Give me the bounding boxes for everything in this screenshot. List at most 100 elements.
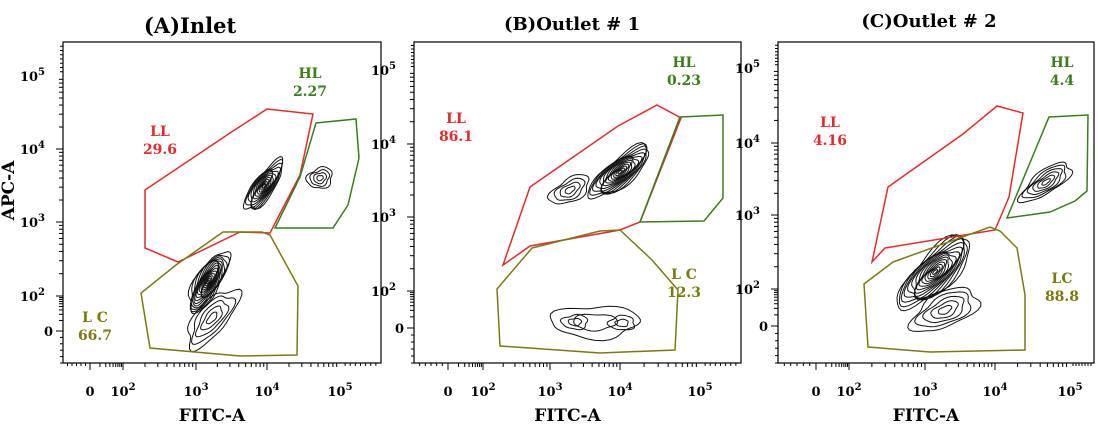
contour-line [191, 259, 223, 307]
contour-line [559, 313, 589, 331]
gate-label: LL [446, 111, 466, 127]
contour-line [937, 304, 953, 315]
contour-line [194, 299, 230, 338]
x-axis-label: FITC-A [893, 406, 960, 426]
gate-label: LL [820, 115, 840, 131]
contour-line [907, 241, 965, 301]
x-tick-label: 102 [110, 382, 135, 400]
contour-line [606, 314, 636, 331]
contour-line [900, 235, 965, 303]
contour-line [614, 318, 629, 328]
contour-line [615, 167, 625, 177]
y-tick-label: 102 [371, 282, 396, 300]
y-tick-label: 0 [395, 322, 404, 337]
x-tick-label: 103 [183, 382, 208, 400]
x-tick-label: 105 [327, 382, 352, 400]
contour-line [927, 263, 943, 280]
contour-line [573, 313, 619, 332]
y-tick-label: 104 [20, 140, 45, 158]
contour-line [309, 169, 331, 187]
contour-line [605, 159, 633, 184]
y-tick-label: 104 [371, 135, 396, 153]
gate-value: 4.16 [813, 133, 847, 149]
contour-line [242, 156, 284, 210]
x-tick-label: 105 [1057, 382, 1082, 400]
contour-line [1041, 178, 1051, 186]
gate-label: LL [150, 124, 170, 140]
panel-1: (A)Inlet LL 29.6 HL 2.27 L C 66.7 0 102 103 104 105… [0, 13, 382, 426]
contour-line [1021, 164, 1067, 199]
x-tick-label: 103 [537, 382, 562, 400]
contour-line [617, 169, 623, 175]
contour-group [187, 156, 333, 352]
contour-line [922, 295, 965, 324]
contour-line [193, 259, 222, 305]
x-tick-label: 105 [687, 382, 712, 400]
contour-line [252, 172, 274, 200]
gate-label: HL [672, 55, 695, 71]
x-tick-label: 103 [912, 382, 937, 400]
gate-lc-outline [863, 226, 1026, 353]
y-tick-label: 103 [20, 213, 45, 231]
contour-line [187, 288, 243, 352]
y-tick-label: 104 [735, 134, 760, 152]
contour-line [559, 181, 581, 198]
gate-label: LC [1052, 271, 1073, 287]
plot-frame [777, 41, 1095, 364]
contour-line [546, 174, 590, 205]
contour-line [205, 311, 218, 325]
contour-line [924, 261, 946, 282]
y-axis-label: APC-A [0, 160, 19, 222]
contour-line [589, 143, 648, 196]
x-tick-label: 104 [607, 382, 632, 400]
contour-group [546, 141, 650, 342]
gate-hl-outline [638, 114, 724, 223]
contour-line [200, 305, 223, 331]
contour-line [204, 277, 211, 287]
gate-ll-outline [144, 108, 314, 263]
contour-line [903, 238, 965, 301]
contour-line [254, 174, 273, 197]
contour-line [206, 279, 210, 285]
contour-line [918, 256, 950, 287]
contour-line [929, 266, 941, 278]
panel-title: (C)Outlet # 2 [861, 11, 996, 32]
contour-line [195, 262, 220, 299]
contour-group [896, 161, 1074, 332]
gate-value: 66.7 [78, 328, 112, 344]
gate-value: 0.23 [667, 73, 701, 89]
contour-line [921, 259, 948, 285]
plot-frame [413, 41, 742, 364]
contour-line [1026, 168, 1063, 196]
gate-label: HL [1050, 55, 1073, 71]
y-tick-label: 102 [735, 280, 760, 298]
gate-value: 86.1 [439, 129, 473, 145]
gate-value: 88.8 [1045, 289, 1079, 305]
contour-line [1016, 161, 1074, 204]
contour-line [915, 254, 953, 291]
x-tick-label: 0 [85, 385, 94, 400]
panel-title: (A)Inlet [144, 13, 237, 38]
contour-line [261, 183, 267, 189]
gate-value: 2.27 [293, 84, 327, 100]
panel-title: (B)Outlet # 1 [504, 14, 640, 35]
x-tick-label: 102 [470, 382, 495, 400]
x-tick-label: 102 [836, 382, 861, 400]
contour-line [260, 181, 268, 191]
contour-line [553, 177, 586, 201]
x-axis-label: FITC-A [179, 406, 246, 426]
contour-line [256, 176, 271, 195]
contour-line [203, 275, 213, 289]
gate-value: 29.6 [143, 142, 177, 158]
contour-line [1032, 171, 1060, 192]
contour-line [194, 260, 221, 302]
y-tick-label: 105 [371, 61, 396, 79]
contour-line [316, 175, 324, 182]
gate-label: L C [671, 267, 697, 283]
contour-line [591, 145, 648, 195]
y-tick-label: 103 [371, 208, 396, 226]
gate-label: L C [82, 310, 108, 326]
x-tick-label: 0 [443, 385, 452, 400]
gate-value: 4.4 [1050, 73, 1075, 89]
contour-line [930, 300, 959, 319]
